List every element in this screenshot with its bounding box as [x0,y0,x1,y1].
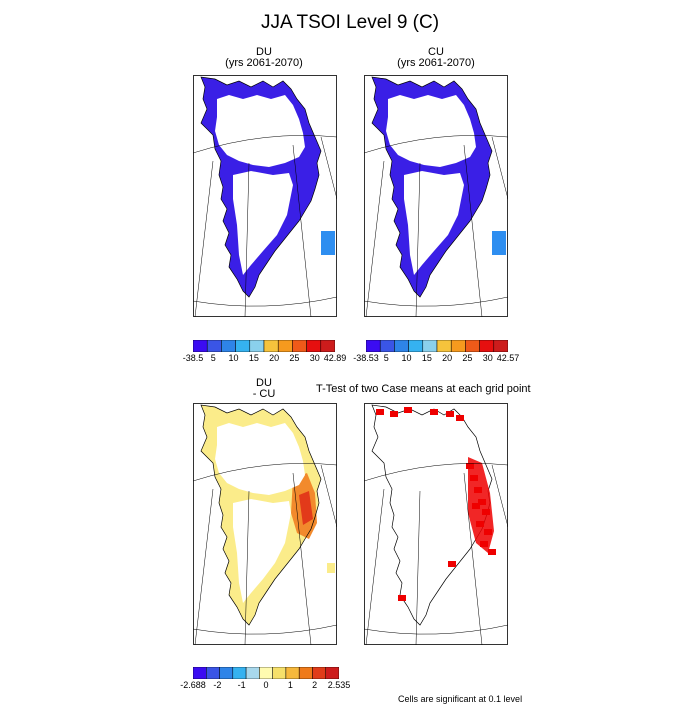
colorbar-swatch [249,340,265,352]
cu-map [364,75,508,317]
colorbar-tick-label: 5 [383,353,389,363]
du-title: DU [256,46,272,58]
colorbar-tick-label: 10 [401,353,412,363]
colorbar-tick-label: 1 [287,680,293,690]
colorbar-swatch [219,667,234,679]
colorbar-tick-label: -38.5 [182,353,204,363]
colorbar-swatch [277,340,293,352]
colorbar-swatch [193,667,207,679]
colorbar-swatch [366,340,381,352]
colorbar-swatch [235,340,251,352]
colorbar-swatch [394,340,409,352]
cu-colorbar [366,340,508,352]
colorbar-swatch [479,340,495,352]
colorbar-swatch [408,340,424,352]
colorbar-swatch [245,667,260,679]
cu-title: CU [428,46,444,58]
colorbar-tick-label: 15 [248,353,259,363]
diff-panel-title: DU - CU [214,378,314,400]
colorbar-tick-label: 20 [442,353,453,363]
colorbar-tick-label: 2.535 [327,680,351,690]
significance-note: Cells are significant at 0.1 level [398,694,523,704]
du-panel-title: DU (yrs 2061-2070) [214,47,314,69]
difference-colorbar [193,667,339,679]
colorbar-swatch [450,340,466,352]
colorbar-tick-label: -2.688 [180,680,206,690]
colorbar-tick-label: 42.57 [496,353,520,363]
cu-panel-title: CU (yrs 2061-2070) [386,47,486,69]
colorbar-tick-label: 42.89 [323,353,347,363]
colorbar-tick-label: 0 [263,680,269,690]
colorbar-swatch [493,340,508,352]
colorbar-tick-label: 5 [210,353,216,363]
colorbar-swatch [206,340,222,352]
colorbar-swatch [422,340,438,352]
ttest-panel-title: T-Test of two Case means at each grid po… [316,383,531,395]
colorbar-swatch [312,667,326,679]
diff-title: DU [256,377,272,389]
colorbar-swatch [193,340,208,352]
colorbar-swatch [259,667,273,679]
colorbar-tick-label: -1 [237,680,246,690]
diff-subtitle: - CU [252,388,276,400]
cu-subtitle: (yrs 2061-2070) [397,57,475,69]
colorbar-swatch [465,340,480,352]
difference-map [193,403,337,645]
colorbar-tick-label: 2 [312,680,318,690]
colorbar-swatch [379,340,395,352]
colorbar-tick-label: 25 [462,353,473,363]
colorbar-swatch [272,667,287,679]
colorbar-swatch [325,667,339,679]
colorbar-tick-label: 25 [289,353,300,363]
colorbar-swatch [298,667,313,679]
du-subtitle: (yrs 2061-2070) [225,57,303,69]
colorbar-tick-label: -38.53 [353,353,379,363]
colorbar-tick-label: 30 [309,353,320,363]
colorbar-tick-label: -2 [213,680,222,690]
colorbar-swatch [206,667,220,679]
colorbar-swatch [232,667,247,679]
colorbar-tick-label: 30 [482,353,493,363]
ttest-map [364,403,508,645]
du-map [193,75,337,317]
colorbar-swatch [292,340,307,352]
colorbar-swatch [263,340,279,352]
colorbar-tick-label: 20 [269,353,280,363]
colorbar-swatch [436,340,452,352]
du-colorbar [193,340,335,352]
colorbar-tick-label: 15 [421,353,432,363]
figure-title: JJA TSOI Level 9 (C) [260,12,440,33]
colorbar-swatch [285,667,300,679]
colorbar-tick-label: 10 [228,353,239,363]
colorbar-swatch [320,340,335,352]
colorbar-swatch [221,340,236,352]
colorbar-swatch [306,340,322,352]
